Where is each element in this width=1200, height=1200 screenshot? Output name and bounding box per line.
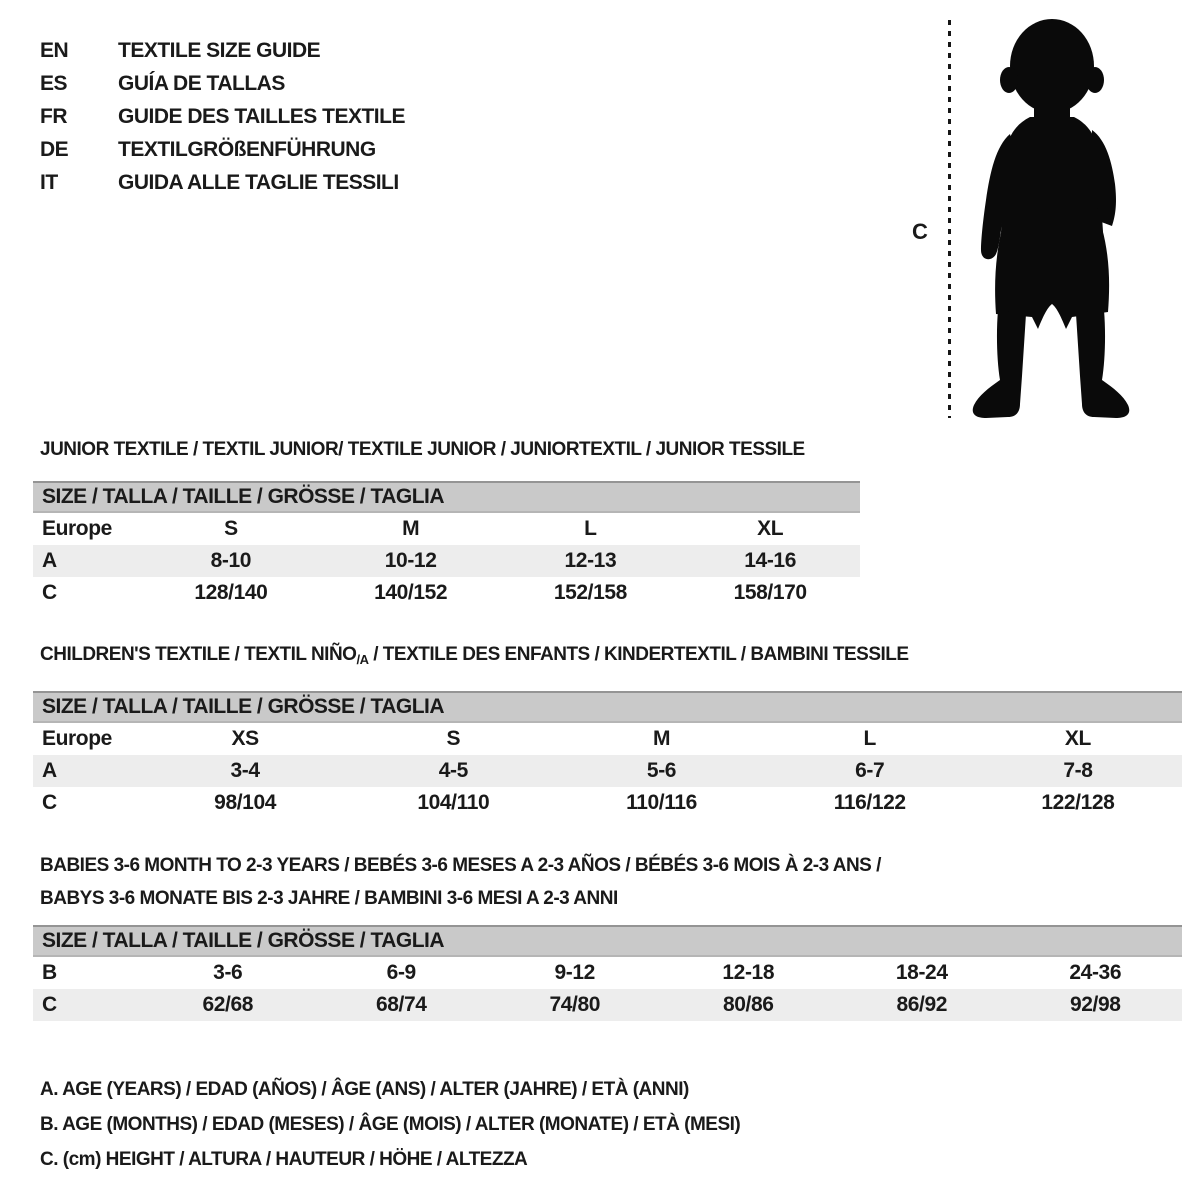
table-cell: 116/122 <box>833 791 906 814</box>
language-code: ES <box>40 71 68 95</box>
table-row: Europe XS S M L XL <box>33 723 1182 755</box>
table-cell: L <box>863 727 876 750</box>
language-code: EN <box>40 38 69 62</box>
table-cell: 140/152 <box>374 581 448 604</box>
table-cell: 3-6 <box>213 961 243 984</box>
row-label: C <box>42 791 57 814</box>
babies-title-line2: BABYS 3-6 MONATE BIS 2-3 JAHRE / BAMBINI… <box>40 888 618 909</box>
language-label: GUÍA DE TALLAS <box>118 71 285 95</box>
row-label: Europe <box>42 517 112 540</box>
table-cell: 6-7 <box>855 759 885 782</box>
table-cell: 4-5 <box>438 759 469 782</box>
table-row: C 62/68 68/74 74/80 80/86 86/92 92/98 <box>33 989 1182 1021</box>
row-label: A <box>42 549 57 572</box>
legend-line-a: A. AGE (YEARS) / EDAD (AÑOS) / ÂGE (ANS)… <box>40 1078 689 1100</box>
table-cell: 152/158 <box>553 581 628 604</box>
table-cell: XS <box>231 727 259 750</box>
table-cell: XL <box>1064 727 1091 750</box>
table-cell: 12-13 <box>564 549 617 572</box>
table-cell: 104/110 <box>417 791 490 814</box>
table-cell: 10-12 <box>384 549 437 572</box>
table-cell: 98/104 <box>214 791 277 814</box>
table-cell: 110/116 <box>626 791 697 814</box>
language-row-de: DE TEXTILGRÖßENFÜHRUNG <box>40 133 405 166</box>
children-title-subscript: /A <box>356 652 369 667</box>
junior-section-title: JUNIOR TEXTILE / TEXTIL JUNIOR/ TEXTILE … <box>40 439 805 460</box>
table-cell: M <box>402 517 420 540</box>
table-cell: 68/74 <box>375 993 427 1016</box>
table-cell: 86/92 <box>896 993 948 1016</box>
table-row: B 3-6 6-9 9-12 12-18 18-24 24-36 <box>33 957 1182 989</box>
table-cell: 8-10 <box>210 549 252 572</box>
babies-section-title: BABIES 3-6 MONTH TO 2-3 YEARS / BEBÉS 3-… <box>40 849 881 915</box>
children-size-table: SIZE / TALLA / TAILLE / GRÖSSE / TAGLIA … <box>33 691 1182 819</box>
language-row-es: ES GUÍA DE TALLAS <box>40 67 405 100</box>
table-cell: 122/128 <box>1041 791 1115 814</box>
table-cell: 62/68 <box>202 993 254 1016</box>
legend-line-c: C. (cm) HEIGHT / ALTURA / HAUTEUR / HÖHE… <box>40 1148 528 1170</box>
table-cell: 6-9 <box>386 961 417 984</box>
table-cell: 14-16 <box>744 549 796 572</box>
table-row: Europe S M L XL <box>33 513 860 545</box>
language-code: IT <box>40 170 58 194</box>
table-row: A 3-4 4-5 5-6 6-7 7-8 <box>33 755 1182 787</box>
height-measure-label: C <box>912 219 928 244</box>
baby-silhouette-icon <box>960 14 1142 426</box>
language-code: DE <box>40 137 69 161</box>
row-label: B <box>42 961 57 984</box>
language-label: TEXTILE SIZE GUIDE <box>118 38 321 62</box>
babies-title-line1: BABIES 3-6 MONTH TO 2-3 YEARS / BEBÉS 3-… <box>40 855 881 876</box>
table-cell: 92/98 <box>1069 993 1121 1016</box>
children-section-title: CHILDREN'S TEXTILE / TEXTIL NIÑO/A / TEX… <box>40 644 909 667</box>
junior-size-table: SIZE / TALLA / TAILLE / GRÖSSE / TAGLIA … <box>33 481 860 609</box>
babies-size-table: SIZE / TALLA / TAILLE / GRÖSSE / TAGLIA … <box>33 925 1182 1021</box>
size-header-bar: SIZE / TALLA / TAILLE / GRÖSSE / TAGLIA <box>33 481 860 513</box>
table-cell: 9-12 <box>554 961 596 984</box>
children-title-prefix: CHILDREN'S TEXTILE / TEXTIL NIÑO <box>40 644 357 665</box>
table-cell: 18-24 <box>895 961 948 984</box>
row-label: Europe <box>42 727 112 750</box>
measurement-legend: A. AGE (YEARS) / EDAD (AÑOS) / ÂGE (ANS)… <box>40 1072 741 1177</box>
table-cell: M <box>652 727 671 750</box>
table-cell: L <box>584 517 597 540</box>
table-cell: 128/140 <box>194 581 268 604</box>
row-label: C <box>42 993 57 1016</box>
size-header-bar: SIZE / TALLA / TAILLE / GRÖSSE / TAGLIA <box>33 925 1182 957</box>
table-cell: S <box>446 727 461 750</box>
language-label: GUIDA ALLE TAGLIE TESSILI <box>118 170 399 194</box>
table-row: A 8-10 10-12 12-13 14-16 <box>33 545 860 577</box>
table-cell: 24-36 <box>1069 961 1122 984</box>
language-list: EN TEXTILE SIZE GUIDE ES GUÍA DE TALLAS … <box>40 34 405 199</box>
table-row: C 128/140 140/152 152/158 158/170 <box>33 577 860 609</box>
table-cell: 12-18 <box>722 961 775 984</box>
table-cell: 158/170 <box>733 581 808 604</box>
table-cell: 80/86 <box>722 993 774 1016</box>
table-cell: 5-6 <box>646 759 677 782</box>
language-code: FR <box>40 104 68 128</box>
language-label: TEXTILGRÖßENFÜHRUNG <box>118 137 376 161</box>
language-row-fr: FR GUIDE DES TAILLES TEXTILE <box>40 100 405 133</box>
language-row-en: EN TEXTILE SIZE GUIDE <box>40 34 405 67</box>
size-header-bar: SIZE / TALLA / TAILLE / GRÖSSE / TAGLIA <box>33 691 1182 723</box>
language-label: GUIDE DES TAILLES TEXTILE <box>118 104 405 128</box>
table-cell: 74/80 <box>549 993 601 1016</box>
table-row: C 98/104 104/110 110/116 116/122 122/128 <box>33 787 1182 819</box>
table-cell: 3-4 <box>230 759 261 782</box>
row-label: A <box>42 759 57 782</box>
legend-line-b: B. AGE (MONTHS) / EDAD (MESES) / ÂGE (MO… <box>40 1113 741 1135</box>
height-measure-dashed-line <box>948 20 951 418</box>
table-cell: XL <box>757 517 784 540</box>
table-cell: S <box>224 517 238 540</box>
row-label: C <box>42 581 57 604</box>
children-title-suffix: / TEXTILE DES ENFANTS / KINDERTEXTIL / B… <box>368 644 909 665</box>
table-cell: 7-8 <box>1063 759 1093 782</box>
language-row-it: IT GUIDA ALLE TAGLIE TESSILI <box>40 166 405 199</box>
